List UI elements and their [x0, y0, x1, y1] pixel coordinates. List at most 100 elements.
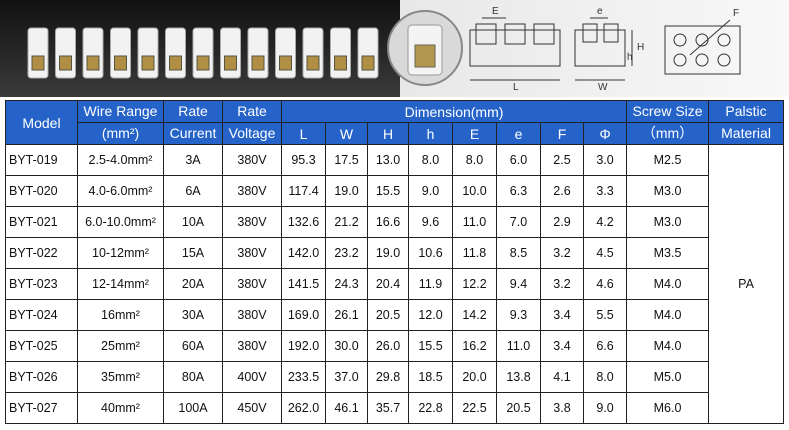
- table-cell: 192.0: [281, 330, 326, 362]
- table-cell: 8.5: [496, 237, 541, 269]
- table-cell: 3A: [163, 144, 223, 176]
- block-screw: [196, 55, 210, 71]
- table-cell: 400V: [222, 361, 282, 393]
- header-text: Screw Size: [632, 103, 703, 119]
- header-cell: Rate Current: [163, 100, 223, 145]
- table-cell: 380V: [222, 237, 282, 269]
- table-cell: 29.8: [367, 361, 409, 393]
- table-cell: 2.6: [540, 175, 584, 207]
- table-cell: 46.1: [325, 392, 368, 424]
- table-cell: 22.8: [408, 392, 453, 424]
- table-cell: 9.4: [496, 268, 541, 300]
- table-cell: 262.0: [281, 392, 326, 424]
- table-cell: 3.3: [582, 175, 628, 207]
- table-cell: 25mm²: [77, 330, 164, 362]
- table-cell: 3.0: [582, 144, 628, 176]
- table-cell: 10A: [163, 206, 223, 238]
- table-cell: 117.4: [281, 175, 326, 207]
- table-cell: 20.4: [367, 268, 409, 300]
- table-cell: 8.0: [582, 361, 628, 393]
- block-screw: [169, 55, 182, 71]
- table-header: Model Wire Range (mm²) Rate Current Rate Volta…: [5, 100, 785, 145]
- diagram-label: h: [627, 52, 633, 63]
- diagram-label: E: [492, 6, 499, 17]
- terminal-blocks: [27, 27, 379, 79]
- header-cell: H: [367, 122, 409, 145]
- table-cell: 132.6: [281, 206, 326, 238]
- table-cell: 15A: [163, 237, 223, 269]
- table-cell: 30.0: [325, 330, 368, 362]
- table-cell: M4.0: [626, 330, 710, 362]
- header-cell: Model: [5, 100, 78, 145]
- header-cell: Rate Voltage: [222, 100, 282, 145]
- table-cell: 142.0: [281, 237, 326, 269]
- block-screw: [334, 55, 347, 71]
- block-screw: [361, 55, 375, 71]
- table-cell: 7.0: [496, 206, 541, 238]
- table-cell: 100A: [163, 392, 223, 424]
- table-cell: 22.5: [452, 392, 497, 424]
- table-cell: 141.5: [281, 268, 326, 300]
- table-row: BYT-019 2.5-4.0mm² 3A 380V 95.3 17.5 13.0 8.0 8.…: [5, 144, 785, 424]
- model-cell: BYT-023: [5, 268, 78, 300]
- table-row: BYT-027 40mm² 100A 450V 262.0 46.1 35.7 22.8 22.…: [5, 392, 784, 424]
- header-text: (mm²): [78, 122, 163, 144]
- table-cell: 60A: [163, 330, 223, 362]
- table-cell: 233.5: [281, 361, 326, 393]
- table-cell: 3.4: [540, 299, 584, 331]
- table-cell: 6.3: [496, 175, 541, 207]
- model-cell: BYT-026: [5, 361, 78, 393]
- table-cell: 3.8: [540, 392, 584, 424]
- table-cell: 10.6: [408, 237, 453, 269]
- table-cell: 9.3: [496, 299, 541, 331]
- table-cell: 26.1: [325, 299, 368, 331]
- table-cell: 380V: [222, 330, 282, 362]
- table-cell: 3.2: [540, 237, 584, 269]
- table-cell: M5.0: [626, 361, 710, 393]
- model-cell: BYT-022: [5, 237, 78, 269]
- drawing-background: [400, 0, 789, 97]
- table-cell: 15.5: [367, 175, 409, 207]
- spec-table: Model Wire Range (mm²) Rate Current Rate Volta…: [5, 100, 785, 424]
- header-cell: L: [281, 122, 326, 145]
- table-row: BYT-021 6.0-10.0mm² 10A 380V 132.6 21.2 16.6 9.…: [5, 206, 784, 238]
- header-cell: Palstic Material: [708, 100, 785, 145]
- diagram-label: F: [733, 8, 739, 19]
- header-cell: F: [540, 122, 584, 145]
- table-cell: 20A: [163, 268, 223, 300]
- table-cell: M4.0: [626, 268, 710, 300]
- table-cell: 24.3: [325, 268, 368, 300]
- table-cell: 3.4: [540, 330, 584, 362]
- table-cell: 16.6: [367, 206, 409, 238]
- diagram-label: W: [598, 82, 608, 93]
- table-cell: 15.5: [408, 330, 453, 362]
- header-cell: W: [325, 122, 368, 145]
- table-cell: 4.6: [582, 268, 628, 300]
- table-cell: 8.0: [452, 144, 497, 176]
- header-text: Current: [164, 122, 222, 144]
- line-drawings: [469, 17, 741, 81]
- table-cell: 11.8: [452, 237, 497, 269]
- block-screw: [306, 55, 320, 71]
- model-cell: BYT-020: [5, 175, 78, 207]
- model-cell: BYT-027: [5, 392, 78, 424]
- table-cell: 10-12mm²: [77, 237, 164, 269]
- header-text: （mm）: [627, 122, 708, 144]
- table-cell: 5.5: [582, 299, 628, 331]
- block-screw: [59, 55, 72, 71]
- block-screw: [251, 55, 265, 71]
- header-cell: E: [452, 122, 497, 145]
- table-cell: 12-14mm²: [77, 268, 164, 300]
- table-cell: 16mm²: [77, 299, 164, 331]
- table-cell: 16.2: [452, 330, 497, 362]
- table-cell: 380V: [222, 206, 282, 238]
- table-cell: 95.3: [281, 144, 326, 176]
- table-cell: 8.0: [408, 144, 453, 176]
- model-cell: BYT-019: [5, 144, 78, 176]
- header-text: Rate: [178, 103, 208, 119]
- table-cell: 450V: [222, 392, 282, 424]
- closeup-screw: [414, 44, 436, 68]
- table-cell: 2.9: [540, 206, 584, 238]
- table-cell: 26.0: [367, 330, 409, 362]
- table-cell: 20.5: [496, 392, 541, 424]
